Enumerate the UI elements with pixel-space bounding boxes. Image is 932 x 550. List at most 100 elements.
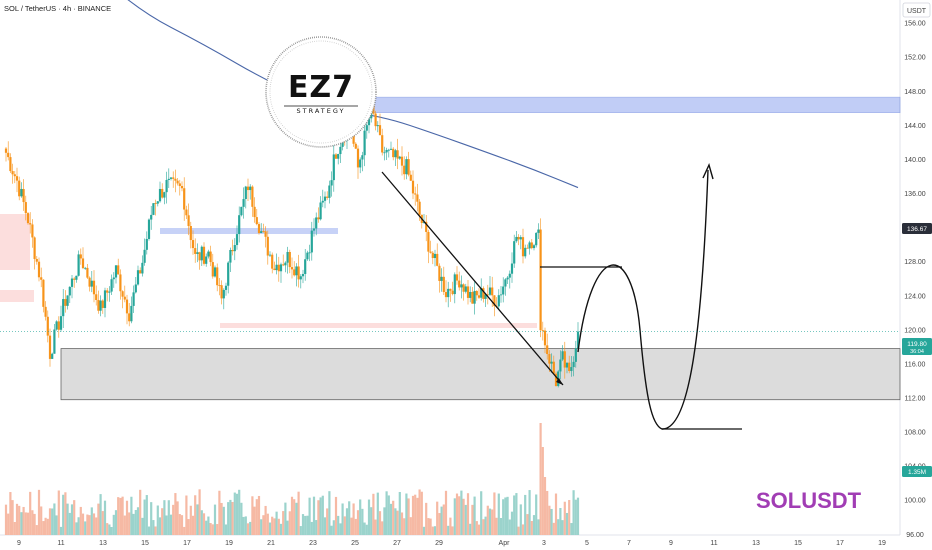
volume-bar: [20, 512, 23, 535]
volume-bar: [328, 491, 331, 535]
candle-body: [565, 362, 569, 368]
volume-bar: [40, 506, 43, 535]
price-tick-label: 136.00: [904, 191, 926, 198]
volume-bar: [484, 516, 487, 535]
volume-bar: [405, 493, 408, 535]
volume-bar: [306, 515, 309, 535]
volume-bar: [86, 514, 89, 535]
currency-label[interactable]: USDT: [907, 8, 927, 15]
volume-bar: [92, 513, 96, 535]
candle-body: [337, 154, 340, 159]
candle-body: [271, 254, 274, 269]
candle-body: [161, 188, 164, 198]
volume-bar: [84, 521, 87, 535]
volume-bar: [508, 519, 511, 535]
symbol-title[interactable]: SOL / TetherUS · 4h · BINANCE: [4, 4, 111, 13]
logo-sub-text: STRATEGY: [296, 107, 345, 115]
candle-body: [319, 202, 322, 220]
volume-bar: [123, 515, 126, 535]
pink-zone-left: [0, 214, 30, 270]
trend-line: [381, 171, 564, 386]
volume-bar: [169, 514, 173, 535]
time-axis[interactable]: 9 11 13 15 17 19 21 23 25 27 29 Apr 3 5 7 9 11 13 15 17 19: [17, 540, 886, 547]
candle-body: [123, 296, 126, 300]
price-tick-label: 152.00: [904, 55, 926, 62]
volume-bar: [22, 506, 25, 535]
candle-body: [51, 353, 54, 359]
candle-body: [117, 265, 120, 275]
candle-body: [68, 286, 71, 296]
volume-text: 1.35M: [908, 469, 926, 476]
candle-body: [99, 300, 102, 311]
candle-body: [328, 185, 331, 198]
volume-bar: [572, 490, 575, 535]
candle-body: [279, 264, 283, 272]
volume-bar: [15, 503, 19, 535]
volume-bar: [31, 510, 34, 535]
volume-bar: [409, 517, 412, 535]
volume-bar: [13, 521, 16, 535]
candle-body: [141, 262, 144, 274]
candle-body: [488, 287, 492, 295]
candle-body: [524, 247, 527, 257]
price-tick-label: 124.00: [904, 293, 926, 300]
volume-bar: [392, 500, 395, 535]
volume-bar: [26, 512, 30, 535]
candle-body: [354, 143, 357, 149]
candle-body: [209, 251, 212, 263]
candle-body: [110, 279, 113, 292]
price-tick-label: 116.00: [905, 361, 926, 368]
candle-body: [37, 261, 41, 278]
candle-body: [132, 292, 135, 306]
volume-bar: [471, 504, 474, 535]
candle-body: [383, 152, 386, 154]
annotations-layer: [381, 162, 742, 430]
volume-bar: [429, 518, 432, 535]
candle-body: [227, 262, 230, 286]
candle-body: [106, 290, 109, 293]
volume-tag: 1.35M: [902, 466, 932, 477]
volume-bar: [205, 520, 208, 535]
candle-body: [81, 258, 85, 269]
candle-body: [519, 237, 522, 240]
volume-bar: [495, 517, 498, 535]
candle-body: [552, 361, 555, 374]
volume-bar: [548, 505, 551, 535]
volume-bar: [143, 499, 146, 535]
candle-body: [517, 236, 520, 240]
candle-body: [165, 180, 168, 193]
candle-body: [9, 157, 12, 172]
candle-body: [521, 237, 525, 257]
candle-body: [154, 203, 157, 204]
volume-bar: [345, 508, 349, 535]
volume-bar: [488, 508, 492, 535]
volume-bar: [44, 517, 47, 535]
volume-bar: [570, 523, 573, 535]
candle-body: [235, 234, 239, 246]
candle-body: [95, 294, 98, 300]
volume-bar: [315, 520, 318, 535]
volume-bar: [310, 521, 313, 535]
time-tick-label: 15: [794, 540, 802, 547]
candle-body: [449, 288, 452, 291]
candle-body: [416, 194, 419, 202]
volume-bar: [59, 526, 63, 535]
currency-box[interactable]: [902, 2, 931, 18]
volume-bar: [150, 502, 153, 535]
volume-bar: [431, 526, 434, 535]
candle-body: [31, 224, 34, 238]
volume-bar: [394, 508, 397, 535]
time-tick-label: 25: [351, 540, 359, 547]
volume-bar: [444, 490, 448, 535]
volume-bar: [473, 496, 476, 535]
volume-bar: [515, 493, 518, 535]
candle-body: [121, 291, 124, 297]
resistance-zone: [365, 96, 901, 113]
volume-bar: [183, 526, 186, 535]
candle-body: [196, 252, 199, 254]
candle-body: [147, 219, 151, 239]
candle-body: [290, 267, 294, 270]
time-tick-label: 19: [878, 540, 886, 547]
